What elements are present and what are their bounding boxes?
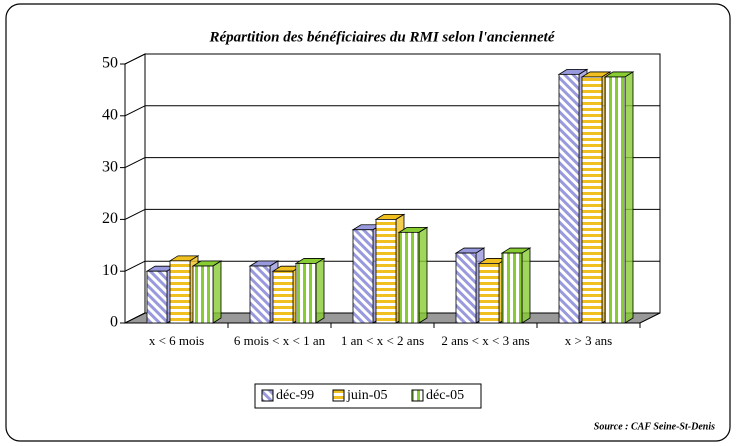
legend-label: déc-99 [276, 388, 314, 403]
y-tick-label: 50 [102, 55, 118, 72]
grid-line-side [124, 312, 146, 324]
x-tick-label: 6 mois < x < 1 an [234, 333, 326, 348]
legend-swatch [411, 389, 424, 402]
source: Source : CAF Seine-St-Denis [594, 421, 715, 432]
bar [500, 247, 532, 324]
y-tick-label: 30 [102, 158, 118, 175]
y-tick-label: 20 [102, 210, 118, 227]
y-tick-label: 10 [102, 262, 118, 279]
legend-swatch [261, 389, 274, 402]
bar [397, 226, 429, 324]
bar [191, 260, 223, 324]
legend-label: juin-05 [346, 388, 387, 403]
x-tick-label: x < 6 mois [149, 333, 204, 348]
y-tick-label: 0 [110, 314, 118, 331]
legend-box [254, 383, 482, 409]
grid-line-side [124, 53, 146, 65]
bar [603, 71, 635, 324]
x-tick-label: 1 an < x < 2 ans [341, 333, 424, 348]
grid-line-side [124, 208, 146, 220]
chart-title: Répartition des bénéficiaires du RMI sel… [208, 29, 555, 45]
grid-line-side [124, 260, 146, 272]
y-tick-label: 40 [102, 106, 118, 123]
x-tick-label: x > 3 ans [565, 333, 612, 348]
x-tick-label: 2 ans < x < 3 ans [441, 333, 529, 348]
grid-line-side [124, 157, 146, 169]
grid-line-side [124, 105, 146, 117]
side-wall [124, 53, 146, 324]
bar [294, 257, 326, 324]
legend-label: déc-05 [426, 388, 464, 403]
legend-swatch [332, 389, 345, 402]
